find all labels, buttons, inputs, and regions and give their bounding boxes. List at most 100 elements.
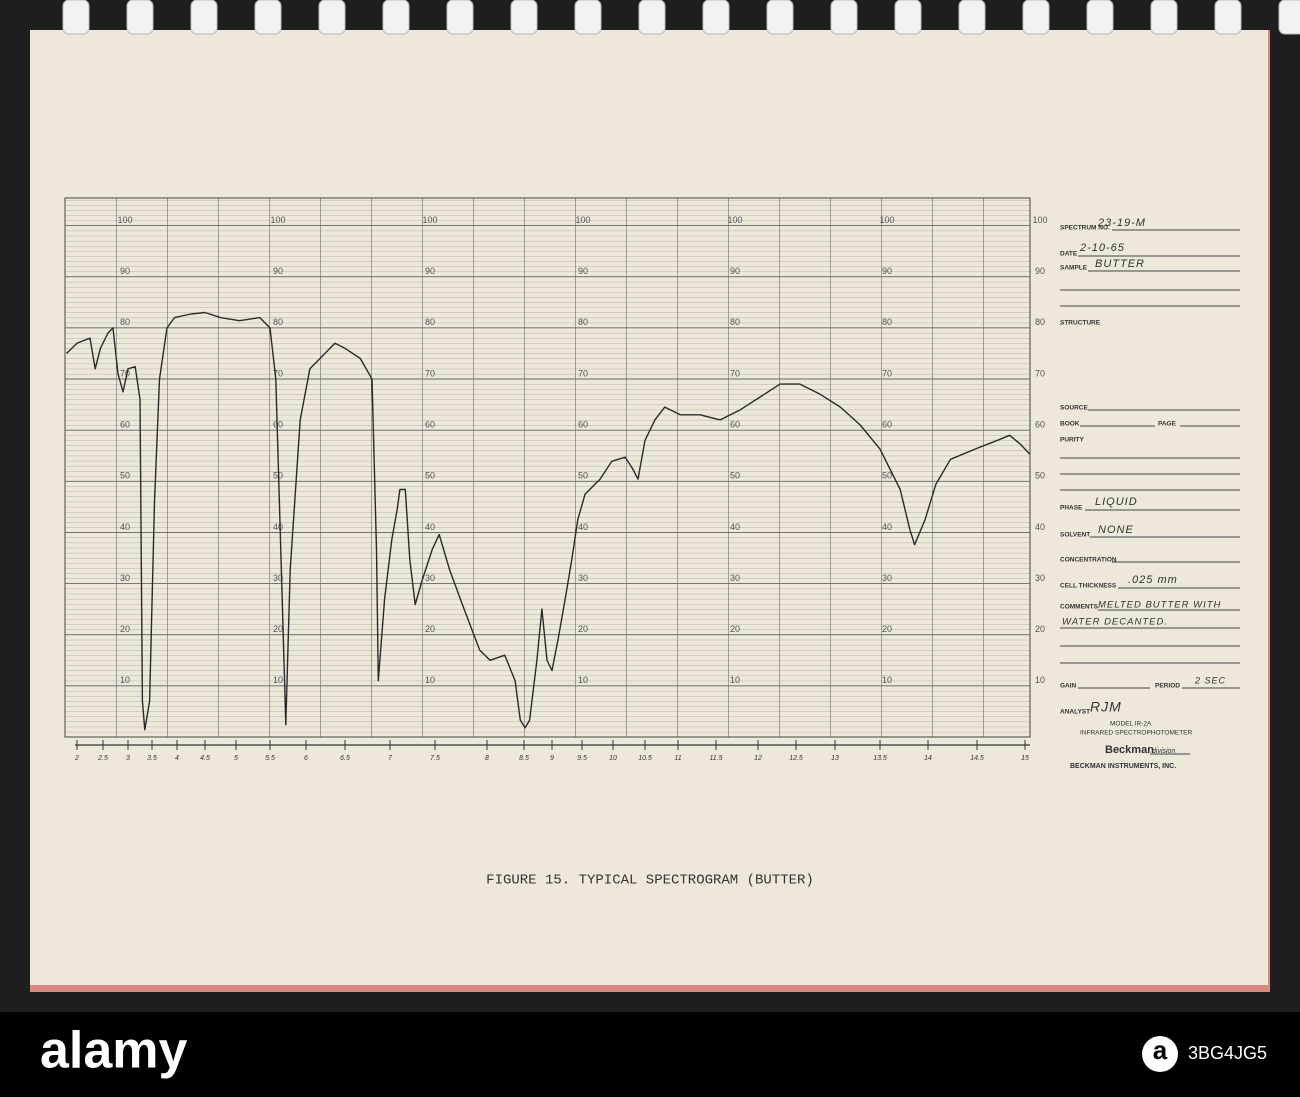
form-label: SPECTRUM NO. <box>1060 225 1110 232</box>
brand: Beckman <box>1105 744 1154 756</box>
form-label: SOURCE <box>1060 405 1088 412</box>
x-tick-label: 14.5 <box>970 755 984 762</box>
form-label: SAMPLE <box>1060 265 1088 272</box>
form: SPECTRUM NO. 23-19-M DATE 2-10-65 SAMPLE… <box>1060 217 1240 770</box>
footer-image-id: 3BG4JG5 <box>1188 1043 1267 1063</box>
ring <box>382 0 410 35</box>
x-tick-label: 6 <box>304 755 308 762</box>
ring <box>894 0 922 35</box>
ring <box>1278 0 1300 35</box>
y-tick-label: 20 <box>882 624 892 634</box>
x-tick-label: 6.5 <box>340 755 350 762</box>
y-tick-label: 10 <box>882 675 892 685</box>
y-tick-label: 60 <box>882 420 892 430</box>
ring <box>1150 0 1178 35</box>
y-tick-label: 70 <box>730 368 740 378</box>
y-tick-label: 10 <box>730 675 740 685</box>
x-tick-label: 7.5 <box>430 755 440 762</box>
y-tick-label: 100 <box>727 215 742 225</box>
x-tick-label: 8 <box>485 755 489 762</box>
form-value: WATER DECANTED. <box>1062 617 1168 628</box>
y-tick-label: 40 <box>273 522 283 532</box>
footer-bar <box>0 1012 1300 1097</box>
y-tick-label: 50 <box>120 471 130 481</box>
form-value: 23-19-M <box>1097 217 1146 229</box>
figure-caption: FIGURE 15. TYPICAL SPECTROGRAM (BUTTER) <box>486 873 814 889</box>
y-tick-label: 100 <box>879 215 894 225</box>
ring <box>510 0 538 35</box>
x-tick-label: 3 <box>126 755 130 762</box>
y-tick-label: 70 <box>120 368 130 378</box>
ring <box>318 0 346 35</box>
form-value: .025 mm <box>1128 574 1178 586</box>
ring <box>254 0 282 35</box>
y-tick-label: 20 <box>1035 624 1045 634</box>
y-tick-label: 70 <box>1035 368 1045 378</box>
ring <box>190 0 218 35</box>
x-tick-label: 5.5 <box>265 755 275 762</box>
y-tick-label: 100 <box>1032 215 1047 225</box>
ring <box>830 0 858 35</box>
y-tick-label: 10 <box>1035 675 1045 685</box>
y-tick-label: 30 <box>730 573 740 583</box>
y-tick-label: 30 <box>1035 573 1045 583</box>
y-tick-label: 80 <box>578 317 588 327</box>
y-tick-label: 70 <box>273 368 283 378</box>
form-value: BUTTER <box>1095 258 1145 270</box>
footer-logo: a <box>1153 1035 1168 1065</box>
x-tick-label: 11 <box>674 755 681 762</box>
y-tick-label: 60 <box>273 420 283 430</box>
y-tick-label: 10 <box>578 675 588 685</box>
y-tick-label: 70 <box>425 368 435 378</box>
x-tick-label: 11.5 <box>709 755 722 762</box>
x-tick-label: 2.5 <box>97 755 108 762</box>
x-tick-label: 15 <box>1021 755 1029 762</box>
y-tick-label: 30 <box>578 573 588 583</box>
form-label: GAIN <box>1060 683 1077 690</box>
x-tick-label: 4.5 <box>200 755 210 762</box>
form-label: PHASE <box>1060 505 1083 512</box>
ring <box>702 0 730 35</box>
y-tick-label: 100 <box>270 215 285 225</box>
x-tick-label: 5 <box>234 755 238 762</box>
y-tick-label: 50 <box>1035 471 1045 481</box>
ring <box>766 0 794 35</box>
form-label: ANALYST <box>1060 709 1090 716</box>
ring <box>1086 0 1114 35</box>
instrument: INFRARED SPECTROPHOTOMETER <box>1080 730 1193 737</box>
y-tick-label: 30 <box>882 573 892 583</box>
y-tick-label: 20 <box>425 624 435 634</box>
y-tick-label: 30 <box>425 573 435 583</box>
x-tick-label: 3.5 <box>147 755 157 762</box>
y-tick-label: 40 <box>578 522 588 532</box>
y-tick-label: 70 <box>578 368 588 378</box>
form-label: SOLVENT <box>1060 532 1090 539</box>
x-tick-label: 10.5 <box>638 755 652 762</box>
y-tick-label: 80 <box>882 317 892 327</box>
chart-paper <box>64 197 1031 738</box>
x-tick-label: 2 <box>74 755 79 762</box>
y-tick-label: 10 <box>425 675 435 685</box>
x-tick-label: 13.5 <box>873 755 887 762</box>
form-label: PERIOD <box>1155 683 1180 690</box>
form-label: PAGE <box>1158 421 1177 428</box>
ring <box>62 0 90 35</box>
y-tick-label: 10 <box>120 675 130 685</box>
y-tick-label: 40 <box>425 522 435 532</box>
y-tick-label: 90 <box>273 266 283 276</box>
form-value: RJM <box>1090 699 1122 715</box>
form-label: CELL THICKNESS <box>1060 583 1117 590</box>
y-tick-label: 30 <box>273 573 283 583</box>
y-tick-label: 90 <box>425 266 435 276</box>
y-tick-label: 80 <box>1035 317 1045 327</box>
company: BECKMAN INSTRUMENTS, INC. <box>1070 763 1176 770</box>
model: MODEL IR-2A <box>1110 721 1152 728</box>
y-tick-label: 60 <box>578 420 588 430</box>
ring <box>638 0 666 35</box>
x-tick-label: 14 <box>924 755 932 762</box>
y-tick-label: 70 <box>882 368 892 378</box>
y-tick-label: 20 <box>120 624 130 634</box>
y-tick-label: 80 <box>730 317 740 327</box>
y-tick-label: 40 <box>1035 522 1045 532</box>
